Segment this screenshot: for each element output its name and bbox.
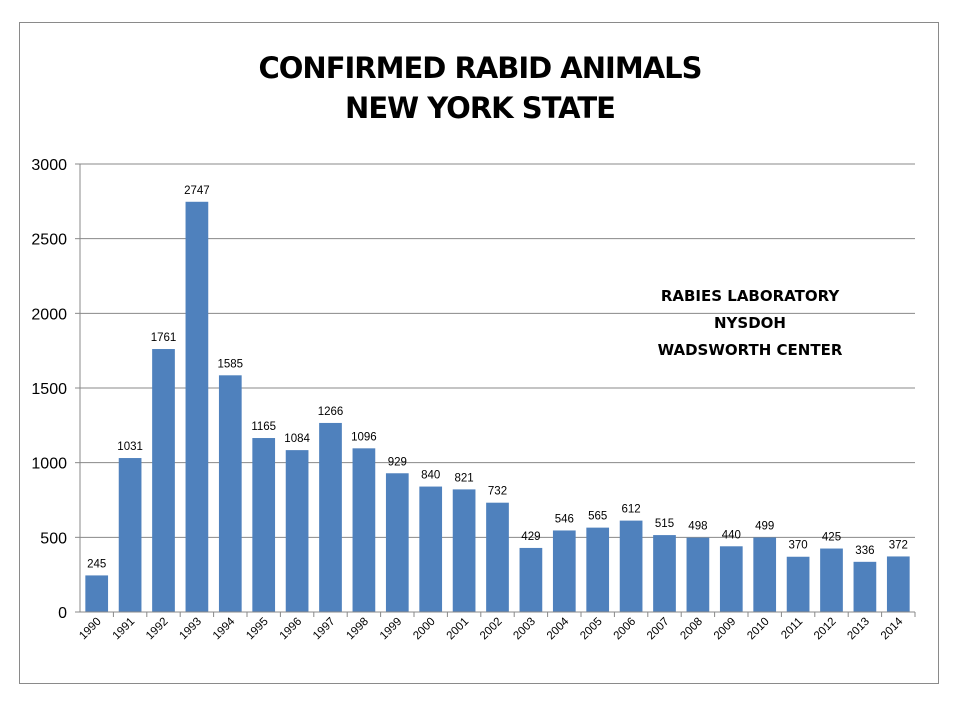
- bar-1993: [185, 201, 209, 613]
- x-tick-label: 1993: [177, 616, 204, 643]
- x-tick-label: 2011: [779, 616, 805, 642]
- x-tick-label: 2013: [845, 616, 872, 643]
- bar-2007: [653, 535, 676, 612]
- data-label: 370: [789, 540, 808, 552]
- data-label: 732: [488, 486, 507, 498]
- annotation-line-1: RABIES LABORATORY: [660, 287, 840, 305]
- x-tick-label: 2010: [745, 616, 772, 643]
- bar-2013: [853, 561, 877, 612]
- bar-1991: [118, 458, 142, 612]
- data-label: 1084: [284, 433, 310, 445]
- data-label: 425: [822, 532, 841, 544]
- data-label: 1031: [117, 441, 143, 453]
- x-tick-label: 2002: [478, 616, 505, 643]
- data-label: 565: [588, 511, 607, 523]
- y-tick-label: 2000: [31, 306, 67, 323]
- y-tick-label: 1500: [31, 381, 67, 398]
- bar-1997: [319, 422, 342, 612]
- bar-2009: [719, 546, 743, 612]
- bar-1992: [152, 349, 175, 612]
- x-tick-label: 2007: [645, 616, 672, 643]
- bar-1998: [352, 448, 376, 612]
- x-tick-label: 2009: [712, 616, 739, 643]
- data-label: 821: [455, 472, 474, 484]
- bar-2003: [519, 547, 543, 612]
- x-tick-label: 1997: [311, 616, 338, 643]
- bar-2012: [820, 548, 843, 612]
- bar-2002: [486, 502, 509, 612]
- x-tick-label: 1990: [77, 616, 104, 643]
- bar-2006: [619, 520, 643, 612]
- annotation-line-2: NYSDOH: [714, 314, 786, 332]
- bar-2011: [786, 556, 810, 612]
- bar-2005: [586, 527, 610, 612]
- y-tick-label: 2500: [31, 232, 67, 249]
- bar-2004: [552, 530, 576, 612]
- bar-2001: [452, 489, 476, 612]
- data-label: 1761: [151, 332, 177, 344]
- data-label: 612: [622, 504, 641, 516]
- bar-1999: [385, 473, 409, 612]
- x-tick-label: 1995: [244, 616, 271, 643]
- x-tick-label: 1999: [378, 616, 405, 643]
- bar-1995: [252, 438, 276, 612]
- bar-1990: [85, 575, 109, 612]
- x-tick-label: 1998: [344, 616, 371, 643]
- x-tick-label: 1994: [211, 615, 238, 642]
- y-tick-label: 500: [40, 530, 67, 547]
- data-label: 440: [722, 529, 741, 541]
- y-tick-label: 0: [58, 605, 67, 622]
- lab-annotation: RABIES LABORATORY NYSDOH WADSWORTH CENTE…: [600, 283, 900, 364]
- x-tick-label: 2006: [612, 616, 639, 643]
- bar-1996: [285, 450, 309, 612]
- data-label: 498: [688, 521, 707, 533]
- x-tick-label: 2004: [545, 615, 572, 642]
- bar-1994: [218, 375, 242, 612]
- data-label: 840: [421, 470, 440, 482]
- data-label: 336: [855, 545, 874, 557]
- y-tick-label: 1000: [31, 456, 67, 473]
- data-label: 515: [655, 518, 674, 530]
- data-label: 1165: [251, 421, 276, 433]
- chart-frame: [19, 22, 939, 684]
- x-tick-label: 2001: [445, 616, 472, 643]
- bar-2000: [419, 486, 443, 612]
- data-label: 429: [521, 531, 540, 543]
- data-label: 245: [87, 558, 106, 570]
- x-tick-label: 2003: [511, 616, 538, 643]
- x-tick-label: 2012: [812, 616, 839, 643]
- x-tick-label: 2014: [879, 615, 906, 642]
- x-tick-label: 2008: [678, 616, 705, 643]
- data-label: 546: [555, 513, 574, 525]
- bar-2010: [753, 537, 777, 612]
- data-label: 929: [388, 456, 407, 468]
- chart-title: CONFIRMED RABID ANIMALS NEW YORK STATE: [0, 48, 960, 128]
- data-label: 1266: [318, 406, 344, 418]
- annotation-line-3: WADSWORTH CENTER: [657, 341, 843, 359]
- bar-2008: [686, 537, 710, 612]
- x-tick-label: 2000: [411, 616, 438, 643]
- x-tick-label: 2005: [578, 616, 605, 643]
- x-tick-label: 1996: [278, 616, 305, 643]
- data-label: 2747: [184, 185, 210, 197]
- x-tick-label: 1992: [144, 616, 171, 643]
- x-tick-label: 1991: [111, 616, 138, 643]
- data-label: 499: [755, 520, 774, 532]
- bar-2014: [886, 556, 910, 612]
- chart-title-line-2: NEW YORK STATE: [345, 91, 616, 125]
- chart-title-line-1: CONFIRMED RABID ANIMALS: [258, 51, 703, 85]
- y-tick-label: 3000: [31, 157, 67, 174]
- data-label: 372: [889, 539, 908, 551]
- data-label: 1096: [351, 431, 377, 443]
- data-label: 1585: [218, 358, 244, 370]
